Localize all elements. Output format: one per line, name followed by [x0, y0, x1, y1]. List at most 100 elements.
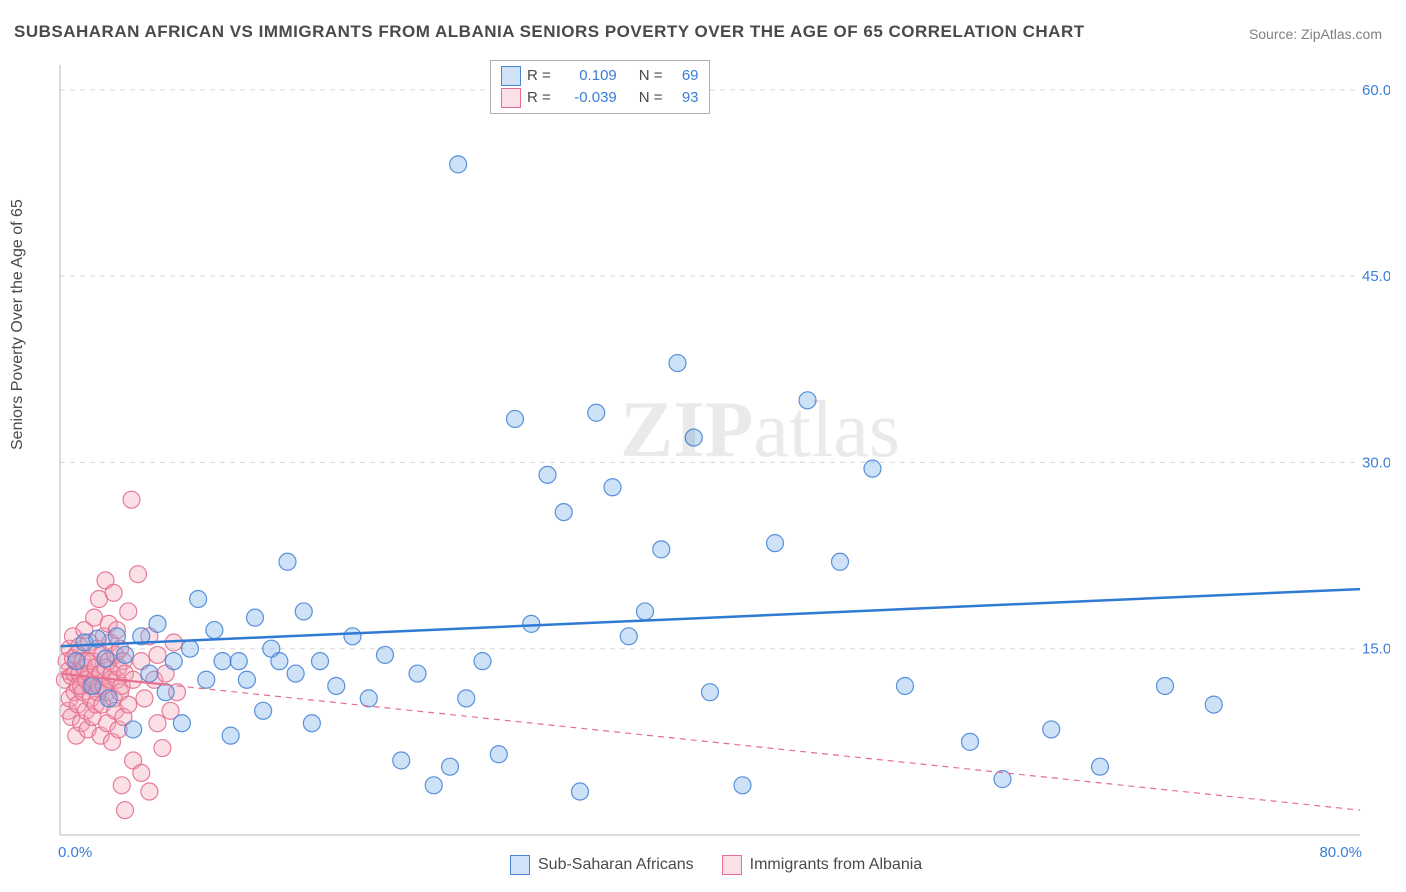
- data-point: [238, 671, 255, 688]
- info-row: R = 0.109 N = 69: [501, 65, 699, 87]
- legend: Sub-Saharan Africans Immigrants from Alba…: [510, 855, 922, 875]
- data-point: [198, 671, 215, 688]
- data-point: [1205, 696, 1222, 713]
- r-value: 0.109: [557, 65, 617, 87]
- data-point: [130, 566, 147, 583]
- data-point: [344, 628, 361, 645]
- y-tick-label: 30.0%: [1362, 454, 1390, 471]
- data-point: [450, 156, 467, 173]
- data-point: [523, 615, 540, 632]
- data-point: [206, 622, 223, 639]
- data-point: [117, 646, 134, 663]
- legend-swatch: [722, 855, 742, 875]
- data-point: [425, 777, 442, 794]
- data-point: [312, 653, 329, 670]
- data-point: [962, 733, 979, 750]
- x-tick-label: 80.0%: [1319, 844, 1362, 861]
- data-point: [141, 665, 158, 682]
- data-point: [287, 665, 304, 682]
- y-tick-label: 45.0%: [1362, 268, 1390, 285]
- data-point: [588, 404, 605, 421]
- data-point: [120, 603, 137, 620]
- data-point: [173, 715, 190, 732]
- data-point: [507, 410, 524, 427]
- data-point: [105, 584, 122, 601]
- data-point: [157, 684, 174, 701]
- data-point: [255, 702, 272, 719]
- data-point: [133, 764, 150, 781]
- data-point: [190, 591, 207, 608]
- data-point: [832, 553, 849, 570]
- legend-item: Sub-Saharan Africans: [510, 855, 694, 875]
- n-value: 93: [669, 87, 699, 109]
- data-point: [864, 460, 881, 477]
- data-point: [490, 746, 507, 763]
- data-point: [767, 535, 784, 552]
- legend-label: Sub-Saharan Africans: [538, 856, 694, 874]
- chart-container: SUBSAHARAN AFRICAN VS IMMIGRANTS FROM AL…: [0, 0, 1406, 892]
- data-point: [669, 355, 686, 372]
- data-point: [474, 653, 491, 670]
- data-point: [141, 783, 158, 800]
- source-label: Source: ZipAtlas.com: [1249, 26, 1382, 42]
- data-point: [653, 541, 670, 558]
- data-point: [734, 777, 751, 794]
- data-point: [97, 650, 114, 667]
- r-label: R =: [527, 65, 551, 87]
- data-point: [702, 684, 719, 701]
- data-point: [1157, 677, 1174, 694]
- data-point: [149, 646, 166, 663]
- data-point: [360, 690, 377, 707]
- data-point: [393, 752, 410, 769]
- info-row: R = -0.039 N = 93: [501, 87, 699, 109]
- data-point: [100, 690, 117, 707]
- data-point: [539, 466, 556, 483]
- data-point: [165, 653, 182, 670]
- correlation-info-box: R = 0.109 N = 69 R = -0.039 N = 93: [490, 60, 710, 114]
- data-point: [897, 677, 914, 694]
- r-label: R =: [527, 87, 551, 109]
- legend-item: Immigrants from Albania: [722, 855, 923, 875]
- data-point: [458, 690, 475, 707]
- y-axis-label: Seniors Poverty Over the Age of 65: [9, 199, 27, 450]
- data-point: [328, 677, 345, 694]
- data-point: [271, 653, 288, 670]
- legend-label: Immigrants from Albania: [750, 856, 923, 874]
- data-point: [303, 715, 320, 732]
- data-point: [123, 491, 140, 508]
- data-point: [113, 777, 130, 794]
- legend-swatch: [501, 66, 521, 86]
- data-point: [222, 727, 239, 744]
- data-point: [214, 653, 231, 670]
- data-point: [125, 721, 142, 738]
- data-point: [154, 740, 171, 757]
- data-point: [117, 802, 134, 819]
- r-value: -0.039: [557, 87, 617, 109]
- data-point: [136, 690, 153, 707]
- data-point: [230, 653, 247, 670]
- data-point: [620, 628, 637, 645]
- data-point: [149, 715, 166, 732]
- data-point: [409, 665, 426, 682]
- data-point: [279, 553, 296, 570]
- y-tick-label: 60.0%: [1362, 82, 1390, 99]
- data-point: [182, 640, 199, 657]
- data-point: [604, 479, 621, 496]
- legend-swatch: [510, 855, 530, 875]
- data-point: [68, 653, 85, 670]
- legend-swatch: [501, 88, 521, 108]
- data-point: [442, 758, 459, 775]
- data-point: [555, 504, 572, 521]
- data-point: [377, 646, 394, 663]
- data-point: [149, 615, 166, 632]
- data-point: [685, 429, 702, 446]
- data-point: [295, 603, 312, 620]
- data-point: [120, 696, 137, 713]
- data-point: [247, 609, 264, 626]
- data-point: [84, 677, 101, 694]
- n-label: N =: [639, 65, 663, 87]
- y-tick-label: 15.0%: [1362, 641, 1390, 658]
- data-point: [1092, 758, 1109, 775]
- n-label: N =: [639, 87, 663, 109]
- n-value: 69: [669, 65, 699, 87]
